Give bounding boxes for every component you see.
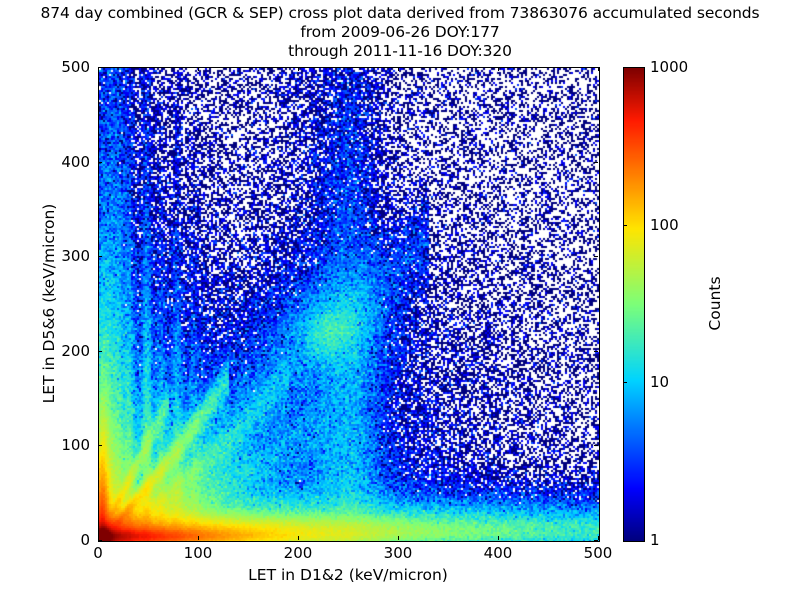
title-line-3: through 2011-11-16 DOY:320 xyxy=(288,42,512,60)
x-axis-label: LET in D1&2 (keV/micron) xyxy=(248,566,448,584)
y-tick-mark-right xyxy=(594,67,598,68)
y-tick-mark-right xyxy=(594,256,598,258)
y-axis-label: LET in D5&6 (keV/micron) xyxy=(40,203,58,404)
y-tick-mark xyxy=(98,67,102,68)
colorbar-gradient xyxy=(624,68,644,541)
colorbar-tick-label: 1000 xyxy=(650,58,689,76)
chart-title: 874 day combined (GCR & SEP) cross plot … xyxy=(0,4,800,61)
x-tick-mark xyxy=(498,536,499,540)
x-tick-mark xyxy=(198,536,199,540)
y-tick-label: 100 xyxy=(61,436,90,455)
y-tick-mark xyxy=(98,350,102,352)
y-tick-mark xyxy=(98,445,102,447)
y-tick-mark xyxy=(98,540,102,541)
colorbar-tick-label: 10 xyxy=(650,373,670,392)
x-tick-label: 100 xyxy=(183,544,213,562)
y-tick-mark-right xyxy=(594,540,598,541)
colorbar-tick-label: 100 xyxy=(650,215,679,234)
colorbar xyxy=(623,67,645,542)
x-tick-mark xyxy=(398,536,399,540)
plot-area xyxy=(98,67,600,542)
colorbar-tick-label: 1 xyxy=(650,531,660,549)
y-tick-label: 200 xyxy=(61,341,90,360)
y-tick-mark xyxy=(98,161,102,163)
x-tick-mark-top xyxy=(98,67,99,71)
x-tick-label: 200 xyxy=(283,544,313,562)
y-tick-mark-right xyxy=(594,445,598,447)
y-tick-mark xyxy=(98,256,102,258)
y-tick-label: 500 xyxy=(61,58,90,76)
x-tick-label: 500 xyxy=(583,544,613,562)
y-tick-label: 0 xyxy=(80,531,90,549)
y-tick-mark-right xyxy=(594,161,598,163)
density-heatmap xyxy=(99,68,599,541)
x-tick-mark-top xyxy=(298,67,299,71)
colorbar-tick-mark xyxy=(623,224,627,226)
title-line-1: 874 day combined (GCR & SEP) cross plot … xyxy=(40,4,760,22)
x-tick-label: 400 xyxy=(483,544,513,562)
x-tick-mark xyxy=(98,536,99,540)
x-tick-mark-top xyxy=(198,67,199,71)
y-tick-label: 400 xyxy=(61,152,90,171)
x-tick-label: 300 xyxy=(383,544,413,562)
x-tick-mark-top xyxy=(598,67,599,71)
x-tick-mark xyxy=(298,536,299,540)
title-line-2: from 2009-06-26 DOY:177 xyxy=(300,23,500,41)
x-tick-mark-top xyxy=(398,67,399,71)
x-tick-mark-top xyxy=(498,67,499,71)
colorbar-label: Counts xyxy=(706,276,724,331)
x-tick-label: 0 xyxy=(93,544,103,562)
y-tick-mark-right xyxy=(594,350,598,352)
y-tick-label: 300 xyxy=(61,247,90,266)
colorbar-tick-mark xyxy=(623,382,627,384)
x-tick-mark xyxy=(598,536,599,540)
